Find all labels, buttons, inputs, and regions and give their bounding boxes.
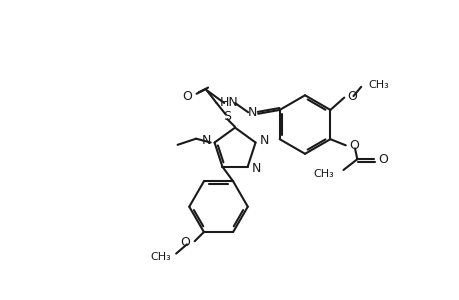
Text: O: O (348, 139, 358, 152)
Text: HN: HN (219, 97, 238, 110)
Text: N: N (259, 134, 268, 148)
Text: CH₃: CH₃ (313, 169, 334, 179)
Text: N: N (201, 134, 210, 148)
Text: N: N (251, 162, 260, 175)
Text: O: O (180, 236, 190, 249)
Text: CH₃: CH₃ (151, 252, 171, 262)
Text: CH₃: CH₃ (367, 80, 388, 89)
Text: N: N (247, 106, 256, 119)
Text: O: O (347, 90, 357, 103)
Text: O: O (377, 154, 387, 166)
Text: O: O (182, 90, 191, 103)
Text: S: S (223, 110, 231, 123)
